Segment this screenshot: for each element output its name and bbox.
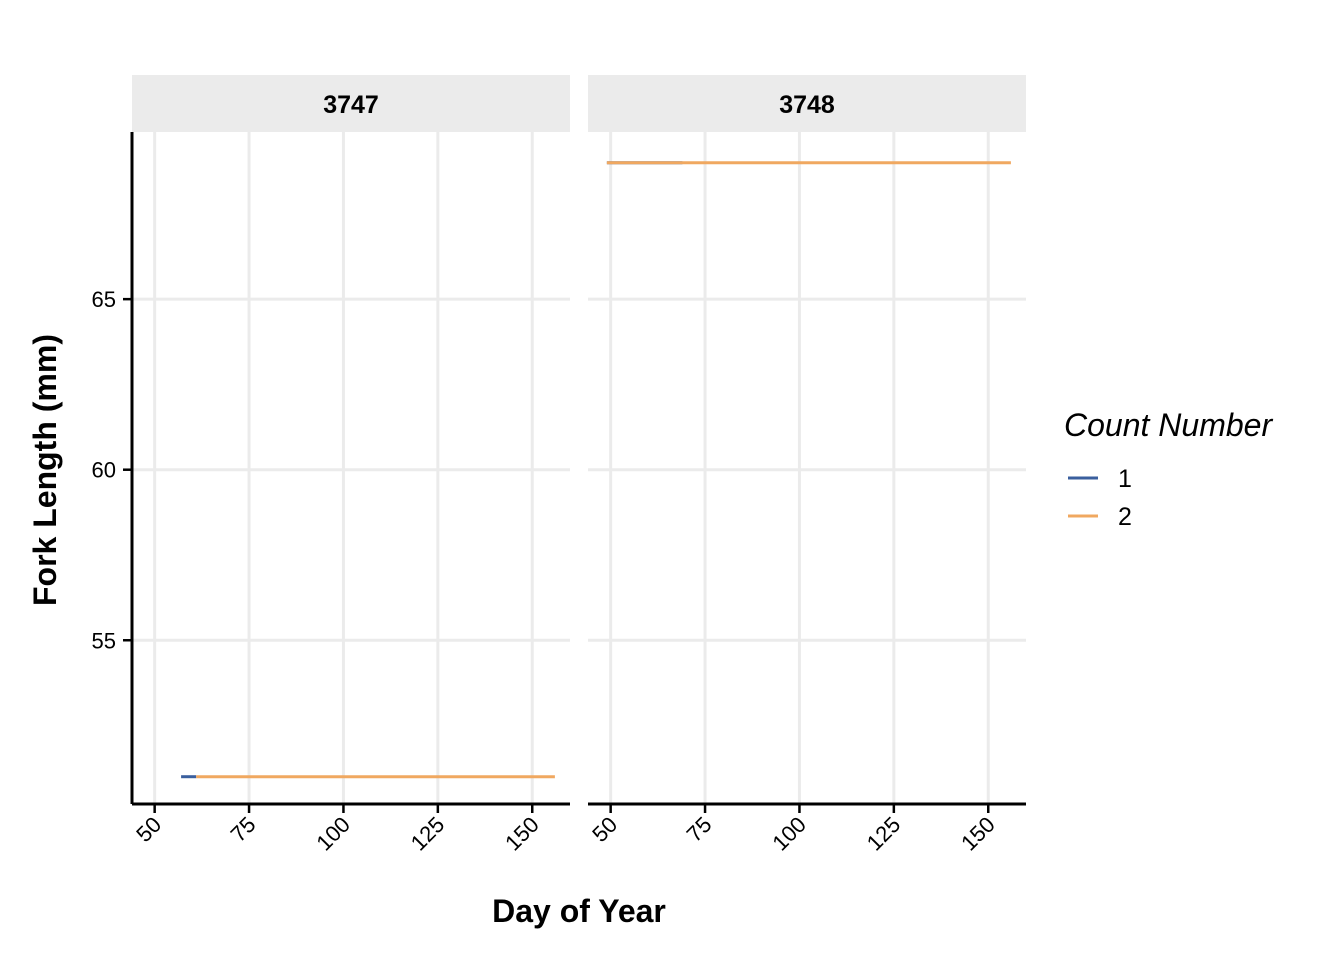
legend-title: Count Number	[1064, 407, 1273, 443]
facet-label-3748: 3748	[779, 91, 835, 119]
y-tick-label-65: 65	[92, 287, 116, 312]
x-tick-label-3748-100: 100	[767, 812, 811, 856]
x-tick-label-3748-150: 150	[956, 812, 1000, 856]
legend-label-2: 2	[1118, 503, 1132, 531]
x-tick-label-3747-125: 125	[406, 812, 450, 856]
legend-label-1: 1	[1118, 465, 1132, 493]
legend: Count Number 12	[1064, 407, 1273, 531]
facet-panel-3747: 3747	[132, 75, 570, 804]
facet-panel-3748: 3748	[588, 75, 1026, 804]
x-tick-label-3748-75: 75	[682, 812, 717, 847]
gridlines-3747	[132, 132, 570, 804]
y-axis: 55 60 65	[92, 132, 134, 804]
gridlines-3748	[588, 132, 1026, 804]
x-axis-title: Day of Year	[492, 893, 666, 929]
y-tick-label-55: 55	[92, 628, 116, 653]
facet-strip-3747	[132, 75, 570, 132]
x-tick-label-3748-50: 50	[587, 812, 622, 847]
x-axes: 50 75 100 125 150 50 75 100 125 150	[131, 802, 1026, 856]
x-tick-label-3747-100: 100	[311, 812, 355, 856]
facet-label-3747: 3747	[323, 91, 379, 119]
x-tick-label-3747-150: 150	[500, 812, 544, 856]
x-tick-label-3747-75: 75	[226, 812, 261, 847]
x-tick-label-3748-125: 125	[862, 812, 906, 856]
y-axis-title: Fork Length (mm)	[27, 334, 63, 606]
x-tick-label-3747-50: 50	[131, 812, 166, 847]
legend-entries: 12	[1068, 465, 1132, 531]
facet-strip-3748	[588, 75, 1026, 132]
y-tick-label-60: 60	[92, 458, 116, 483]
